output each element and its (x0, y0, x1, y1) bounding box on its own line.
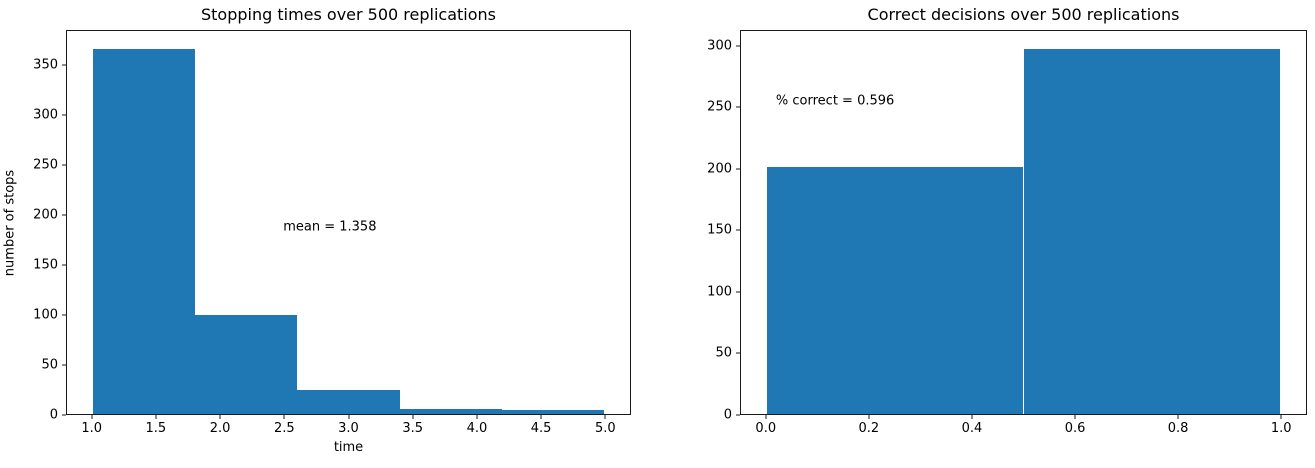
x-tick-label: 4.5 (530, 421, 552, 436)
left-chart-axes: Stopping times over 500 replications num… (3, 5, 631, 455)
y-tick-mark (62, 114, 66, 116)
x-tick-label: 4.0 (466, 421, 488, 436)
left-chart-title: Stopping times over 500 replications (200, 5, 497, 24)
right-plot-area: % correct = 0.596 (740, 30, 1307, 415)
right-chart-title: Correct decisions over 500 replications (867, 5, 1180, 24)
x-tick-label: 2.0 (209, 421, 231, 436)
y-tick-mark (736, 45, 740, 47)
x-tick-mark (1074, 415, 1076, 419)
y-tick-mark (62, 414, 66, 416)
x-tick-label: 0.4 (961, 421, 983, 436)
y-tick-label: 350 (33, 57, 58, 73)
histogram-bar (297, 390, 400, 414)
y-tick-mark (62, 264, 66, 266)
y-tick-label: 250 (707, 99, 732, 115)
y-tick-mark (736, 106, 740, 108)
x-tick-label: 3.0 (338, 421, 359, 436)
right-chart-axes: Correct decisions over 500 replications … (707, 5, 1307, 436)
x-tick-label: 0.0 (755, 421, 777, 436)
y-tick-label: 250 (33, 157, 58, 173)
histogram-bar (766, 166, 1024, 414)
y-tick-label: 300 (33, 107, 58, 123)
y-tick-label: 150 (707, 222, 732, 238)
x-tick-mark (765, 415, 767, 419)
y-tick-label: 100 (707, 284, 732, 300)
y-tick-label: 200 (707, 161, 732, 177)
histogram-bar (399, 409, 503, 414)
x-tick-label: 1.5 (145, 421, 167, 436)
x-tick-mark (476, 415, 478, 419)
left-x-axis-label: time (333, 440, 364, 455)
histogram-bar (194, 314, 298, 414)
y-tick-label: 150 (33, 257, 58, 273)
y-tick-mark (62, 364, 66, 366)
y-tick-mark (736, 352, 740, 354)
mean-annotation: mean = 1.358 (283, 219, 377, 235)
y-tick-label: 0 (723, 407, 732, 423)
y-tick-mark (736, 229, 740, 231)
x-tick-mark (1280, 415, 1282, 419)
x-tick-label: 0.8 (1167, 421, 1189, 436)
x-tick-label: 0.6 (1064, 421, 1086, 436)
x-tick-label: 1.0 (1270, 421, 1292, 436)
y-tick-label: 300 (707, 38, 732, 54)
x-tick-mark (1177, 415, 1179, 419)
x-tick-mark (604, 415, 606, 419)
percent-correct-annotation: % correct = 0.596 (775, 93, 895, 109)
histogram-bar (92, 49, 195, 414)
x-tick-mark (155, 415, 157, 419)
x-tick-mark (540, 415, 542, 419)
x-tick-label: 2.5 (273, 421, 295, 436)
y-tick-label: 50 (41, 357, 58, 373)
left-y-axis-label: number of stops (2, 169, 18, 276)
y-tick-label: 200 (33, 207, 58, 223)
x-tick-mark (283, 415, 285, 419)
x-tick-label: 3.5 (402, 421, 424, 436)
x-tick-mark (868, 415, 870, 419)
x-tick-label: 1.0 (81, 421, 103, 436)
x-tick-mark (91, 415, 93, 419)
y-tick-label: 0 (49, 407, 58, 423)
y-tick-label: 100 (33, 307, 58, 323)
x-tick-mark (348, 415, 349, 419)
x-tick-mark (971, 415, 973, 419)
y-tick-mark (62, 214, 66, 216)
y-tick-mark (736, 168, 740, 170)
histogram-bar (1023, 49, 1281, 414)
y-tick-mark (62, 314, 66, 316)
y-tick-mark (62, 164, 66, 166)
y-tick-label: 50 (715, 345, 732, 361)
y-tick-mark (736, 414, 740, 416)
histogram-bar (502, 410, 605, 414)
left-plot-area: mean = 1.358 (66, 30, 631, 415)
x-tick-label: 0.2 (858, 421, 880, 436)
x-tick-label: 5.0 (594, 421, 616, 436)
x-tick-mark (412, 415, 414, 419)
y-tick-mark (736, 291, 740, 293)
x-tick-mark (219, 415, 221, 419)
y-tick-mark (62, 64, 66, 66)
